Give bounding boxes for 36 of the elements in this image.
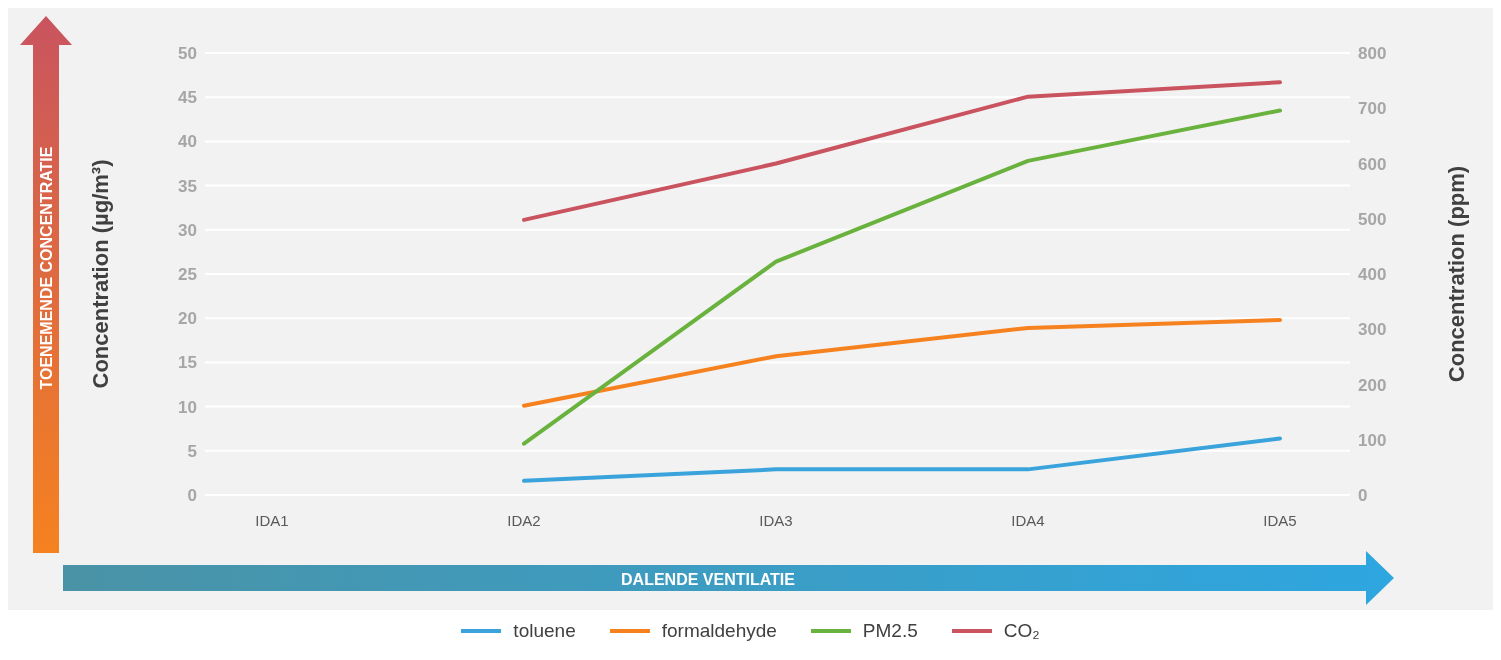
y2-tick-label: 600	[1358, 154, 1387, 174]
y-tick-label: 35	[178, 176, 197, 196]
y2-tick-label: 100	[1358, 430, 1387, 450]
y-axis-title: Concentration (µg/m³)	[87, 159, 113, 389]
x-tick-label: IDA1	[255, 511, 289, 529]
y-tick-label: 40	[178, 132, 197, 152]
y2-tick-label: 400	[1358, 265, 1387, 285]
y2-axis-title: Concentration (ppm)	[1443, 165, 1469, 383]
y-tick-label: 50	[178, 44, 197, 64]
y2-tick-label: 500	[1358, 209, 1387, 229]
y-tick-label: 5	[187, 441, 197, 461]
text: DALENDE VENTILATIE	[621, 570, 796, 588]
y2-tick-label: 800	[1358, 44, 1387, 64]
line-series	[522, 80, 1282, 222]
legend-label: toluene	[513, 620, 576, 642]
y-tick-label: 30	[178, 220, 197, 240]
x-tick-label: IDA4	[1011, 511, 1045, 529]
legend-label: CO₂	[1003, 620, 1040, 642]
legend-label: PM2.5	[862, 620, 918, 642]
y-tick-label: 25	[178, 265, 197, 285]
y-tick-label: 0	[187, 486, 197, 506]
y-tick-label: 15	[178, 353, 197, 373]
y2-tick-label: 0	[1358, 486, 1368, 506]
x-tick-label: IDA2	[507, 511, 541, 529]
line-series	[522, 317, 1282, 408]
legend-label: formaldehyde	[661, 620, 777, 642]
y-tick-label: 10	[178, 397, 197, 417]
x-tick-label: IDA3	[759, 511, 793, 529]
y-tick-label: 20	[178, 309, 197, 329]
y2-tick-label: 700	[1358, 99, 1387, 119]
y-tick-label: 45	[178, 88, 197, 108]
line-series	[522, 108, 1282, 446]
x-tick-label: IDA5	[1263, 511, 1297, 529]
text: TOENEMENDE CONCENTRATIE	[37, 146, 55, 390]
y2-tick-label: 200	[1358, 375, 1387, 395]
y2-tick-label: 300	[1358, 320, 1387, 340]
